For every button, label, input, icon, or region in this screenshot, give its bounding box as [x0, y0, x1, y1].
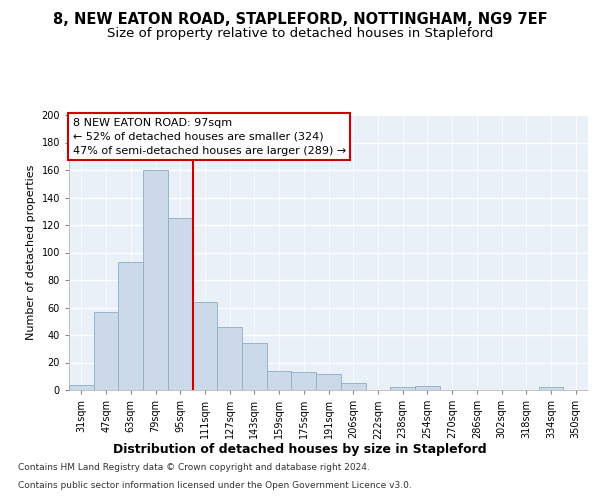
Text: Contains public sector information licensed under the Open Government Licence v3: Contains public sector information licen…: [18, 481, 412, 490]
Bar: [539, 387, 563, 390]
Bar: [292, 372, 316, 390]
Bar: [217, 327, 242, 390]
Bar: [242, 343, 267, 390]
Bar: [415, 386, 440, 390]
Bar: [168, 218, 193, 390]
Text: 8, NEW EATON ROAD, STAPLEFORD, NOTTINGHAM, NG9 7EF: 8, NEW EATON ROAD, STAPLEFORD, NOTTINGHA…: [53, 12, 547, 28]
Bar: [341, 383, 365, 390]
Bar: [267, 371, 292, 390]
Bar: [69, 384, 94, 390]
Bar: [118, 262, 143, 390]
Bar: [143, 170, 168, 390]
Text: Distribution of detached houses by size in Stapleford: Distribution of detached houses by size …: [113, 442, 487, 456]
Text: Size of property relative to detached houses in Stapleford: Size of property relative to detached ho…: [107, 28, 493, 40]
Bar: [193, 302, 217, 390]
Bar: [316, 374, 341, 390]
Bar: [94, 312, 118, 390]
Text: Contains HM Land Registry data © Crown copyright and database right 2024.: Contains HM Land Registry data © Crown c…: [18, 464, 370, 472]
Y-axis label: Number of detached properties: Number of detached properties: [26, 165, 36, 340]
Text: 8 NEW EATON ROAD: 97sqm
← 52% of detached houses are smaller (324)
47% of semi-d: 8 NEW EATON ROAD: 97sqm ← 52% of detache…: [73, 118, 346, 156]
Bar: [390, 387, 415, 390]
